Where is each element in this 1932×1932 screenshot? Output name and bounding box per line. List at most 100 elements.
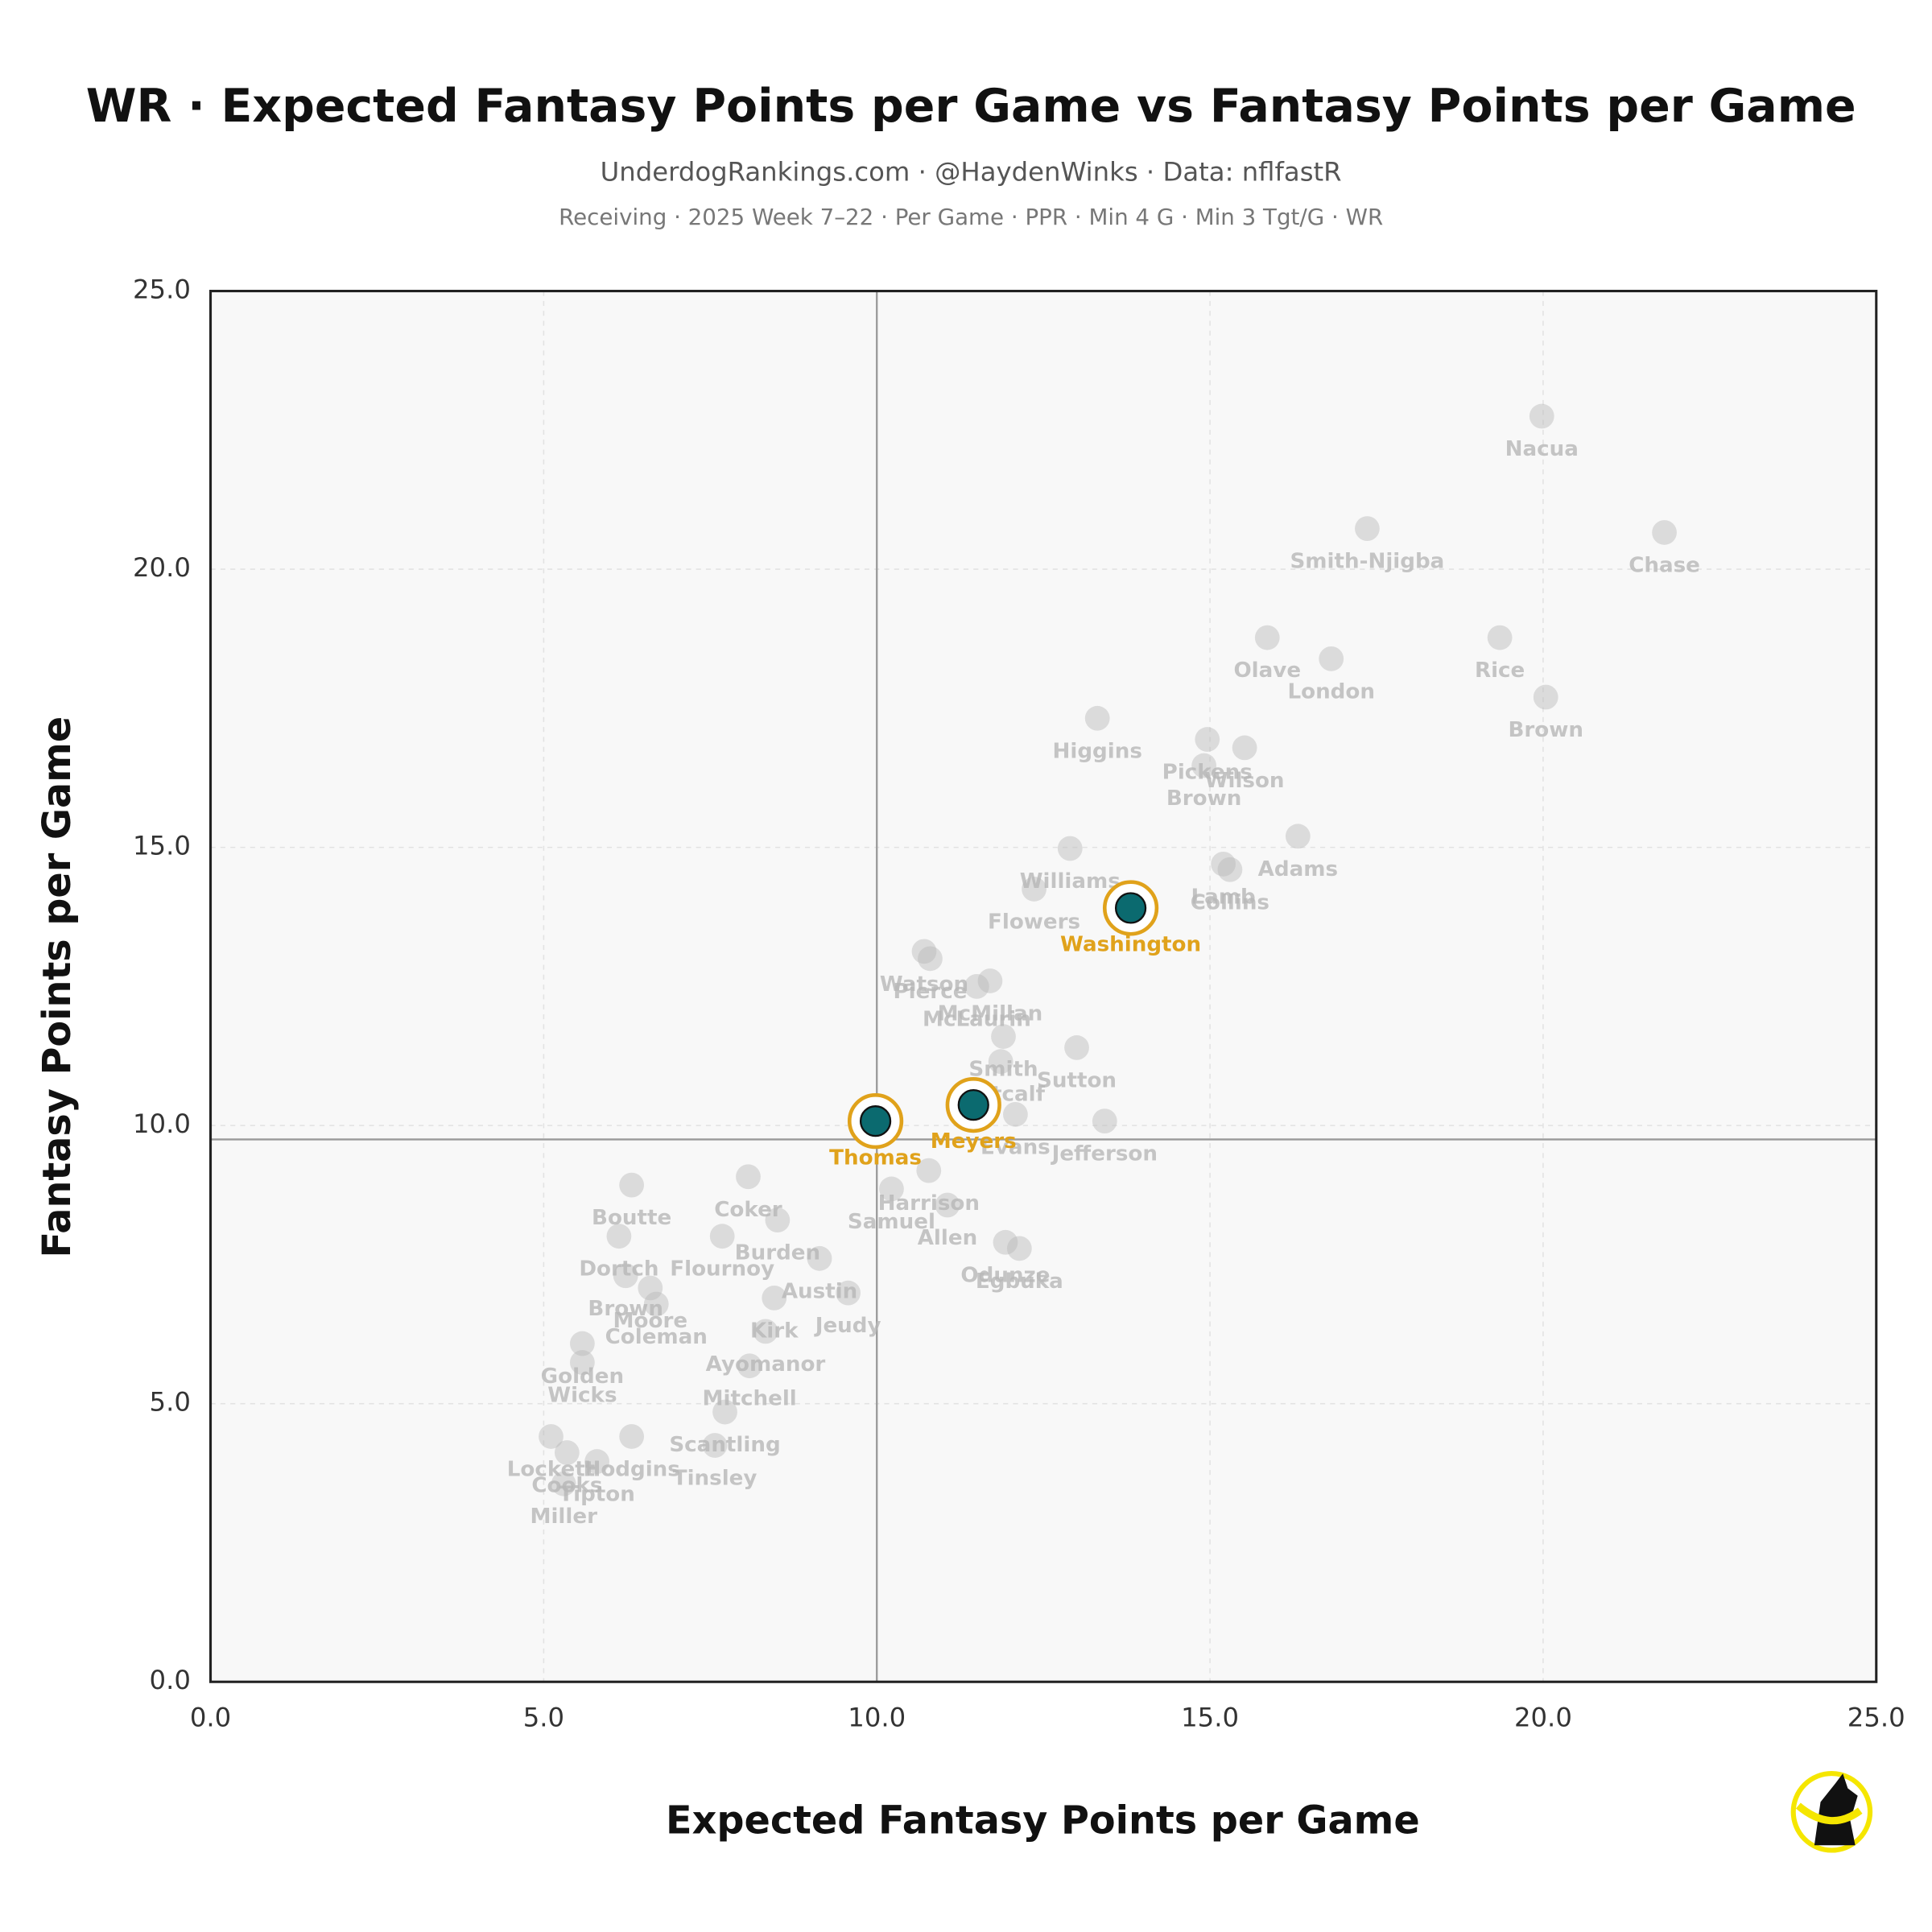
point xyxy=(918,946,943,972)
point xyxy=(1285,824,1311,849)
point-label: Higgins xyxy=(1052,739,1141,763)
point-label: Williams xyxy=(1020,869,1121,894)
y-tick-label: 0.0 xyxy=(150,1665,191,1695)
plot-area: 0.0 5.0 10.0 15.0 20.0 25.0 0.0 5.0 10.0 15.0 20.0… xyxy=(133,275,1905,1733)
point xyxy=(1006,1236,1032,1261)
point xyxy=(1232,735,1257,761)
point-label: Evans xyxy=(980,1135,1051,1159)
point-label: Coker xyxy=(714,1198,782,1222)
point-label: McLaurin xyxy=(923,1007,1031,1031)
point-label: Adams xyxy=(1258,857,1338,881)
y-tick-label: 15.0 xyxy=(133,831,191,861)
point xyxy=(1533,684,1558,710)
point xyxy=(712,1399,737,1425)
point xyxy=(1355,516,1380,542)
y-tick-label: 25.0 xyxy=(133,275,191,305)
point-label: Harrison xyxy=(878,1191,980,1216)
point-label: Thomas xyxy=(829,1146,922,1170)
point xyxy=(1092,1108,1117,1134)
point xyxy=(737,1353,762,1379)
chart-title: WR · Expected Fantasy Points per Game vs… xyxy=(86,80,1856,133)
point-label: Brown xyxy=(1508,718,1583,742)
point-label: Rice xyxy=(1475,658,1525,683)
x-tick-label: 25.0 xyxy=(1847,1702,1905,1732)
point-label: Flournoy xyxy=(670,1257,774,1282)
x-tick-label: 5.0 xyxy=(523,1702,564,1732)
plot-frame xyxy=(209,290,1878,1683)
point xyxy=(957,1088,989,1121)
point xyxy=(991,1024,1016,1049)
point-label: Moore xyxy=(613,1309,688,1333)
point-label: Smith xyxy=(968,1058,1038,1082)
point xyxy=(1057,836,1083,861)
point-label: Smith-Njigba xyxy=(1290,550,1444,574)
point xyxy=(993,1229,1018,1255)
y-tick-label: 20.0 xyxy=(133,552,191,583)
y-tick-label: 5.0 xyxy=(150,1387,191,1418)
point xyxy=(702,1433,728,1458)
point xyxy=(613,1263,638,1289)
point-label: Boutte xyxy=(592,1206,671,1230)
point-label: Mitchell xyxy=(703,1387,797,1411)
point xyxy=(1084,705,1110,731)
point-label: Brown xyxy=(1166,786,1242,811)
point xyxy=(1652,520,1677,545)
point xyxy=(570,1331,595,1356)
point xyxy=(1529,403,1554,429)
point-label: Hodgins xyxy=(583,1458,679,1482)
point-label: Burden xyxy=(735,1241,820,1265)
point-label: Tipton xyxy=(559,1483,635,1507)
point-label: Jeudy xyxy=(814,1314,881,1338)
point-label: Dortch xyxy=(579,1257,658,1282)
x-tick-label: 0.0 xyxy=(190,1702,231,1732)
point xyxy=(1254,625,1280,650)
point xyxy=(584,1449,609,1474)
point xyxy=(765,1208,791,1233)
point-label: Pickens xyxy=(1162,761,1253,785)
point-label: Watson xyxy=(880,972,968,997)
point xyxy=(1195,727,1220,752)
point xyxy=(1487,625,1513,650)
point xyxy=(643,1291,669,1317)
point xyxy=(859,1105,892,1137)
point xyxy=(1211,851,1236,877)
x-axis-label: Expected Fantasy Points per Game xyxy=(666,1799,1420,1843)
point-label: Wilson xyxy=(1205,769,1285,793)
chart-caption: Receiving · 2025 Week 7–22 · Per Game · … xyxy=(559,204,1383,230)
point-label: Austin xyxy=(782,1279,857,1303)
point xyxy=(619,1424,645,1449)
point-label: Odunze xyxy=(960,1263,1050,1287)
point xyxy=(753,1319,778,1344)
y-axis-label: Fantasy Points per Game xyxy=(35,716,80,1258)
point xyxy=(539,1424,564,1449)
plot-background xyxy=(210,291,1876,1682)
point xyxy=(879,1176,904,1202)
brand-logo xyxy=(1790,1771,1873,1853)
point-label: Flowers xyxy=(988,910,1080,934)
point-label: Coleman xyxy=(605,1325,708,1349)
x-tick-label: 15.0 xyxy=(1181,1702,1239,1732)
point-label: Washington xyxy=(1060,933,1201,957)
point xyxy=(1064,1035,1089,1060)
point-label: Chase xyxy=(1629,554,1700,578)
point xyxy=(964,974,989,999)
point xyxy=(807,1245,832,1271)
point xyxy=(1114,892,1147,924)
point xyxy=(554,1440,580,1465)
point xyxy=(762,1286,787,1311)
y-tick-label: 10.0 xyxy=(133,1108,191,1139)
point-label: Kirk xyxy=(750,1319,799,1343)
point xyxy=(1191,753,1217,778)
point xyxy=(570,1350,595,1375)
point xyxy=(836,1280,861,1306)
point xyxy=(1022,877,1046,902)
point-label: Allen xyxy=(918,1226,977,1250)
point-label: Jefferson xyxy=(1051,1142,1158,1166)
point-label: Lamb xyxy=(1191,885,1256,909)
point xyxy=(638,1275,663,1301)
point xyxy=(1319,646,1344,671)
point xyxy=(619,1172,645,1198)
point-label: Collins xyxy=(1191,890,1269,914)
